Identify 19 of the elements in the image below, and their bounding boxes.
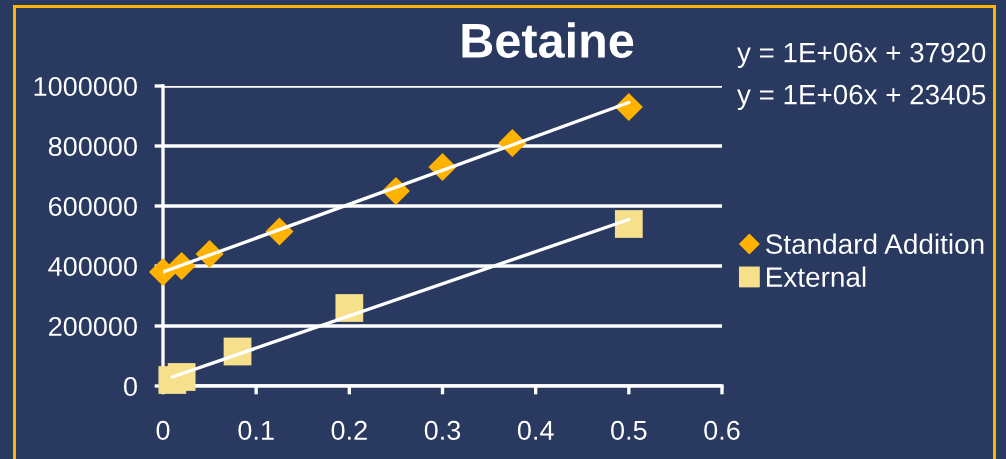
x-tick-label: 0.3 — [424, 420, 461, 440]
y-tick-label: 400000 — [48, 256, 137, 277]
text: y = 1E+06x + 37920 — [737, 42, 986, 68]
x-tick-label: 0.1 — [238, 420, 274, 440]
y-tick-label: 600000 — [49, 196, 137, 217]
y-tick-label: 0 — [124, 376, 137, 397]
legend-label: External — [767, 266, 866, 287]
y-tick-label: 800000 — [48, 136, 137, 157]
x-tick-label: 0.2 — [331, 420, 367, 440]
x-tick-label: 0.5 — [611, 420, 647, 440]
point — [614, 210, 643, 238]
legend-label: Standard Addition — [766, 233, 984, 254]
y-tick-label: 1000000 — [34, 76, 137, 97]
y-tick-label: 200000 — [49, 316, 137, 337]
x-tick-label: 0.4 — [517, 420, 554, 440]
chart-title: Betaine — [462, 22, 634, 58]
text: y = 1E+06x + 23405 — [737, 84, 986, 110]
x-tick-label: 0 — [156, 420, 170, 440]
x-tick-label: 0.6 — [704, 420, 740, 440]
